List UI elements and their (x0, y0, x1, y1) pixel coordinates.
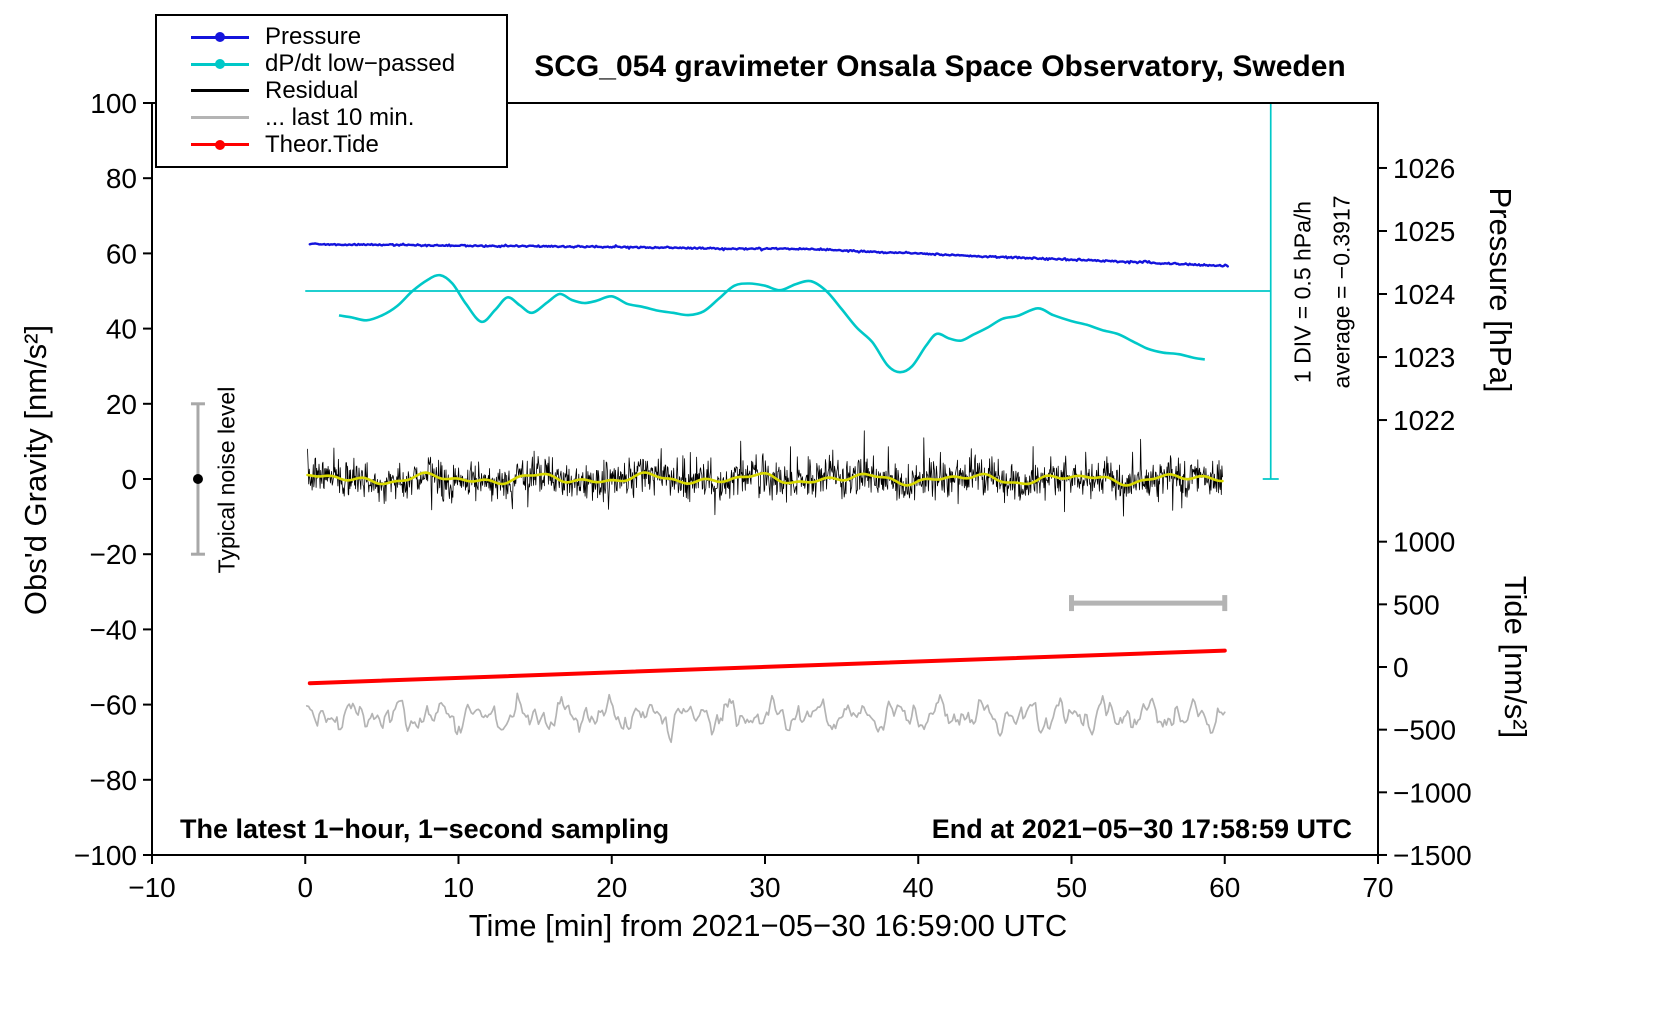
legend-item-label: ... last 10 min. (265, 103, 415, 131)
legend-line-sample-icon (191, 116, 249, 120)
series-residual-lowpassed (306, 471, 1224, 487)
sampling-note: The latest 1−hour, 1−second sampling (180, 814, 670, 844)
pressure-tick-label: 1026 (1393, 153, 1455, 184)
pressure-tick-label: 1024 (1393, 279, 1455, 310)
x-tick-label: 60 (1209, 872, 1240, 903)
legend-item: dP/dt low−passed (191, 50, 506, 78)
x-tick-label: 20 (596, 872, 627, 903)
legend-item-label: Theor.Tide (265, 130, 379, 158)
gravity-tick-label: −60 (90, 690, 138, 721)
div-scale-annotation: 1 DIV = 0.5 hPa/h (1289, 200, 1316, 384)
x-tick-label: 30 (749, 872, 780, 903)
legend-item: Theor.Tide (191, 130, 506, 158)
typical-noise-level-label: Typical noise level (213, 386, 240, 574)
gravity-tick-label: 0 (121, 464, 137, 495)
legend-item-label: Residual (265, 76, 359, 104)
series-last-10-min (305, 692, 1226, 744)
legend-item: ... last 10 min. (191, 103, 506, 131)
gravity-tick-label: −80 (90, 765, 138, 796)
y-axis-label-gravity: Obs'd Gravity [nm/s²] (18, 324, 53, 616)
legend-item-label: Pressure (265, 23, 362, 51)
x-tick-label: 50 (1056, 872, 1087, 903)
chart-title: SCG_054 gravimeter Onsala Space Observat… (534, 50, 1346, 83)
pressure-tick-label: 1025 (1393, 216, 1455, 247)
tide-tick-label: −500 (1393, 715, 1456, 746)
gravity-tick-label: −20 (90, 539, 138, 570)
legend-line-sample-icon (191, 32, 249, 43)
tide-tick-label: −1000 (1393, 777, 1472, 808)
legend-line-sample-icon (191, 139, 249, 150)
y-axis-label-tide: Tide [nm/s²] (1498, 575, 1533, 739)
x-tick-label: 70 (1362, 872, 1393, 903)
x-tick-label: 10 (443, 872, 474, 903)
legend-item-label: dP/dt low−passed (265, 50, 456, 78)
gravity-tick-label: −100 (74, 840, 137, 871)
x-tick-label: 0 (297, 872, 313, 903)
x-axis-label: Time [min] from 2021−05−30 16:59:00 UTC (468, 908, 1068, 943)
tide-tick-label: −1500 (1393, 840, 1472, 871)
series-dpdt-lowpassed (338, 273, 1205, 374)
legend-marker-dot-icon (215, 59, 225, 70)
x-tick-label: 40 (903, 872, 934, 903)
pressure-tick-label: 1022 (1393, 405, 1455, 436)
series-theor-tide (307, 648, 1227, 686)
pressure-tick-label: 1023 (1393, 342, 1455, 373)
gravity-tick-label: 20 (106, 389, 137, 420)
series-pressure (308, 242, 1230, 268)
gravity-tick-label: −40 (90, 614, 138, 645)
legend-line-sample-icon (191, 89, 249, 93)
gravity-tick-label: 60 (106, 238, 137, 269)
legend-marker-dot-icon (215, 139, 225, 150)
legend-item: Residual (191, 76, 506, 104)
legend: Pressure dP/dt low−passed Residual... last… (155, 14, 508, 168)
y-axis-label-pressure: Pressure [hPa] (1483, 187, 1518, 393)
gravity-tick-label: 100 (90, 88, 137, 119)
noise-level-dot (192, 474, 203, 484)
average-annotation: average = −0.3917 (1328, 195, 1355, 389)
gravity-tick-label: 80 (106, 163, 137, 194)
legend-marker-dot-icon (215, 32, 225, 43)
tide-tick-label: 0 (1393, 652, 1409, 683)
legend-line-sample-icon (191, 59, 249, 70)
tide-tick-label: 1000 (1393, 527, 1455, 558)
series-residual (307, 430, 1223, 517)
x-tick-label: −10 (128, 872, 176, 903)
tide-tick-label: 500 (1393, 589, 1440, 620)
end-time-note: End at 2021−05−30 17:58:59 UTC (931, 814, 1352, 844)
legend-item: Pressure (191, 23, 506, 51)
gravity-tick-label: 40 (106, 314, 137, 345)
